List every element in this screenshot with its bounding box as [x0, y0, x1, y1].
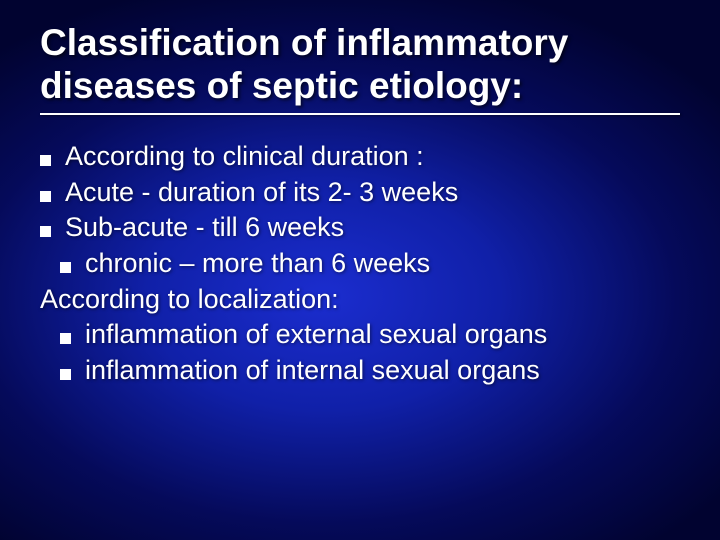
- body-line: inflammation of external sexual organs: [40, 317, 690, 353]
- square-bullet-icon: [40, 155, 51, 166]
- slide-title: Classification of inflammatory diseases …: [40, 22, 690, 107]
- body-line-text: According to clinical duration :: [65, 139, 424, 175]
- body-line-text: Acute - duration of its 2- 3 weeks: [65, 175, 458, 211]
- square-bullet-icon: [60, 262, 71, 273]
- title-line-2: diseases of septic etiology:: [40, 65, 523, 106]
- body-line: Acute - duration of its 2- 3 weeks: [40, 175, 690, 211]
- body-line-text: chronic – more than 6 weeks: [85, 246, 430, 282]
- body-line-text: inflammation of external sexual organs: [85, 317, 547, 353]
- body-line-text: Sub-acute - till 6 weeks: [65, 210, 344, 246]
- body-line: Sub-acute - till 6 weeks: [40, 210, 690, 246]
- body-line: chronic – more than 6 weeks: [40, 246, 690, 282]
- square-bullet-icon: [40, 226, 51, 237]
- square-bullet-icon: [60, 369, 71, 380]
- square-bullet-icon: [60, 333, 71, 344]
- slide-body: According to clinical duration :Acute - …: [40, 139, 690, 388]
- body-line: inflammation of internal sexual organs: [40, 353, 690, 389]
- title-line-1: Classification of inflammatory: [40, 22, 568, 63]
- body-line-text: inflammation of internal sexual organs: [85, 353, 540, 389]
- body-line-text: According to localization:: [40, 282, 339, 318]
- square-bullet-icon: [40, 191, 51, 202]
- slide: Classification of inflammatory diseases …: [0, 0, 720, 540]
- body-line: According to clinical duration :: [40, 139, 690, 175]
- title-underline: [40, 113, 680, 115]
- body-line: According to localization:: [40, 282, 690, 318]
